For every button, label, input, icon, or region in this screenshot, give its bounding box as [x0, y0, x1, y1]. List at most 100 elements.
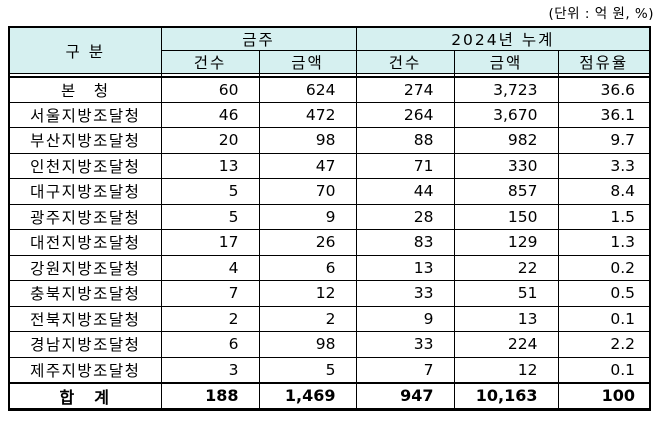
row-value: 36.1	[557, 101, 651, 128]
row-value: 6	[160, 331, 260, 358]
header-group-2024-cumulative: 2024년 누계	[355, 26, 651, 51]
row-value: 129	[453, 229, 559, 256]
row-label: 전북지방조달청	[8, 305, 162, 332]
row-label: 부산지방조달청	[8, 127, 162, 154]
table-row: 인천지방조달청 13 47 71 330 3.3	[8, 152, 651, 179]
row-value: 13	[453, 305, 559, 332]
row-value: 98	[258, 331, 357, 358]
row-label: 대구지방조달청	[8, 178, 162, 205]
row-value: 6	[258, 254, 357, 281]
row-label: 강원지방조달청	[8, 254, 162, 281]
header-group-this-week: 금주	[160, 26, 357, 51]
row-value: 0.5	[557, 280, 651, 307]
row-label: 인천지방조달청	[8, 152, 162, 179]
row-value: 47	[258, 152, 357, 179]
row-value: 5	[160, 178, 260, 205]
row-value: 12	[258, 280, 357, 307]
row-value: 274	[355, 76, 455, 103]
row-value: 60	[160, 76, 260, 103]
row-value: 98	[258, 127, 357, 154]
header-share-2024: 점유율	[557, 50, 651, 74]
row-value: 2.2	[557, 331, 651, 358]
header-body-divider	[8, 73, 651, 78]
row-value: 2	[160, 305, 260, 332]
row-value: 17	[160, 229, 260, 256]
table-row: 대전지방조달청 17 26 83 129 1.3	[8, 229, 651, 256]
row-value: 1.3	[557, 229, 651, 256]
total-share: 100	[557, 381, 651, 411]
row-value: 22	[453, 254, 559, 281]
total-row: 합 계 188 1,469 947 10,163 100	[8, 381, 651, 411]
row-value: 83	[355, 229, 455, 256]
row-value: 12	[453, 356, 559, 383]
row-value: 28	[355, 203, 455, 230]
table-row: 전북지방조달청 2 2 9 13 0.1	[8, 305, 651, 332]
row-value: 3,670	[453, 101, 559, 128]
unit-label: (단위 : 억 원, %)	[548, 6, 654, 22]
total-amount-2024: 10,163	[453, 381, 559, 411]
row-value: 13	[355, 254, 455, 281]
row-value: 33	[355, 331, 455, 358]
row-value: 264	[355, 101, 455, 128]
row-value: 33	[355, 280, 455, 307]
row-value: 13	[160, 152, 260, 179]
row-value: 70	[258, 178, 357, 205]
row-value: 26	[258, 229, 357, 256]
row-label: 대전지방조달청	[8, 229, 162, 256]
row-value: 2	[258, 305, 357, 332]
row-value: 0.2	[557, 254, 651, 281]
row-label: 서울지방조달청	[8, 101, 162, 128]
row-value: 224	[453, 331, 559, 358]
row-value: 9	[258, 203, 357, 230]
row-value: 857	[453, 178, 559, 205]
header-count-thisweek: 건수	[160, 50, 260, 74]
header-amount-thisweek: 금액	[258, 50, 357, 74]
row-value: 624	[258, 76, 357, 103]
row-value: 0.1	[557, 305, 651, 332]
table-row: 광주지방조달청 5 9 28 150 1.5	[8, 203, 651, 230]
row-value: 51	[453, 280, 559, 307]
procurement-stats-table: 구 분 금주 2024년 누계 건수 금액 건수 금액 점유율 본 청 60 6…	[8, 26, 652, 411]
row-value: 88	[355, 127, 455, 154]
row-value: 20	[160, 127, 260, 154]
row-value: 3	[160, 356, 260, 383]
table-row: 제주지방조달청 3 5 7 12 0.1	[8, 356, 651, 383]
row-value: 330	[453, 152, 559, 179]
table-row: 경남지방조달청 6 98 33 224 2.2	[8, 331, 651, 358]
table-row: 강원지방조달청 4 6 13 22 0.2	[8, 254, 651, 281]
table-header: 구 분 금주 2024년 누계 건수 금액 건수 금액 점유율	[8, 26, 651, 78]
row-value: 150	[453, 203, 559, 230]
total-label: 합 계	[8, 381, 162, 411]
row-value: 4	[160, 254, 260, 281]
row-value: 7	[160, 280, 260, 307]
header-count-2024: 건수	[355, 50, 455, 74]
row-value: 44	[355, 178, 455, 205]
row-value: 472	[258, 101, 357, 128]
row-label: 경남지방조달청	[8, 331, 162, 358]
header-category: 구 분	[8, 26, 162, 74]
row-value: 36.6	[557, 76, 651, 103]
row-value: 5	[160, 203, 260, 230]
row-label: 제주지방조달청	[8, 356, 162, 383]
row-value: 0.1	[557, 356, 651, 383]
row-value: 5	[258, 356, 357, 383]
table-row: 부산지방조달청 20 98 88 982 9.7	[8, 127, 651, 154]
row-value: 9	[355, 305, 455, 332]
row-label: 충북지방조달청	[8, 280, 162, 307]
table-row: 대구지방조달청 5 70 44 857 8.4	[8, 178, 651, 205]
table-row: 충북지방조달청 7 12 33 51 0.5	[8, 280, 651, 307]
total-count-2024: 947	[355, 381, 455, 411]
row-value: 8.4	[557, 178, 651, 205]
table-body: 본 청 60 624 274 3,723 36.6 서울지방조달청 46 472…	[8, 76, 651, 383]
table-footer: 합 계 188 1,469 947 10,163 100	[8, 381, 651, 411]
total-amount-week: 1,469	[258, 381, 357, 411]
row-value: 7	[355, 356, 455, 383]
table-row: 서울지방조달청 46 472 264 3,670 36.1	[8, 101, 651, 128]
row-value: 71	[355, 152, 455, 179]
row-value: 9.7	[557, 127, 651, 154]
header-amount-2024: 금액	[453, 50, 559, 74]
table-row: 본 청 60 624 274 3,723 36.6	[8, 76, 651, 103]
row-label: 본 청	[8, 76, 162, 103]
row-label: 광주지방조달청	[8, 203, 162, 230]
total-count-week: 188	[160, 381, 260, 411]
